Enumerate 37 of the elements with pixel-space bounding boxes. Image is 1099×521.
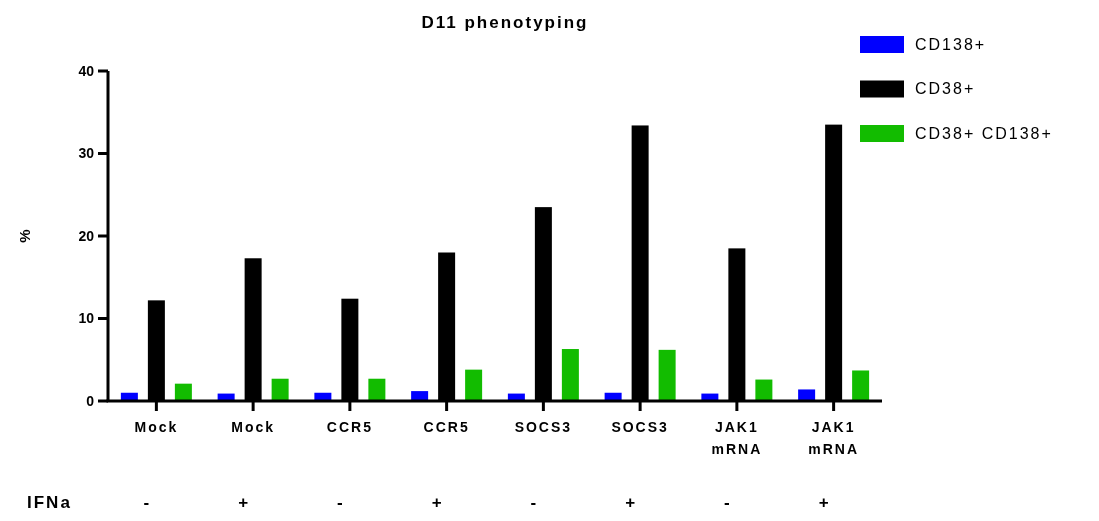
x-tick-label: Mock — [231, 419, 276, 435]
x-tick-label: JAK1 mRNA — [711, 419, 763, 457]
text: + — [818, 493, 829, 512]
y-tick-label: 30 — [78, 145, 95, 162]
bar — [798, 389, 816, 401]
text: IFNa — [27, 493, 72, 512]
text: - — [143, 493, 150, 512]
chart-title: D11 phenotyping — [421, 13, 589, 32]
y-tick-label: 20 — [78, 227, 95, 244]
text: - — [530, 493, 537, 512]
y-tick-label: 40 — [78, 62, 95, 79]
legend-label: CD38+ — [915, 80, 976, 98]
text: + — [625, 493, 636, 512]
bar — [658, 349, 676, 401]
bar — [561, 349, 579, 401]
bar — [271, 378, 289, 401]
x-tick-label: CCR5 — [326, 419, 373, 435]
x-tick-label: SOCS3 — [611, 419, 669, 435]
x-tick-label: CCR5 — [423, 419, 470, 435]
y-tick-label: 10 — [78, 310, 95, 327]
text: + — [238, 493, 249, 512]
text: - — [724, 493, 730, 512]
bar — [465, 369, 483, 401]
y-tick-label: 0 — [86, 392, 95, 409]
text: + — [431, 493, 442, 512]
bar — [174, 383, 192, 401]
bar — [852, 370, 870, 401]
x-tick-label: SOCS3 — [514, 419, 573, 435]
y-axis-title: % — [16, 229, 33, 243]
x-tick-label: Mock — [134, 419, 179, 435]
x-tick-label: JAK1 mRNA — [808, 419, 860, 457]
bar — [755, 379, 773, 401]
legend-label: CD38+ CD138+ — [915, 124, 1053, 142]
bar — [411, 391, 429, 401]
legend-label: CD138+ — [915, 35, 987, 53]
bar — [368, 378, 386, 401]
text: - — [337, 493, 343, 512]
